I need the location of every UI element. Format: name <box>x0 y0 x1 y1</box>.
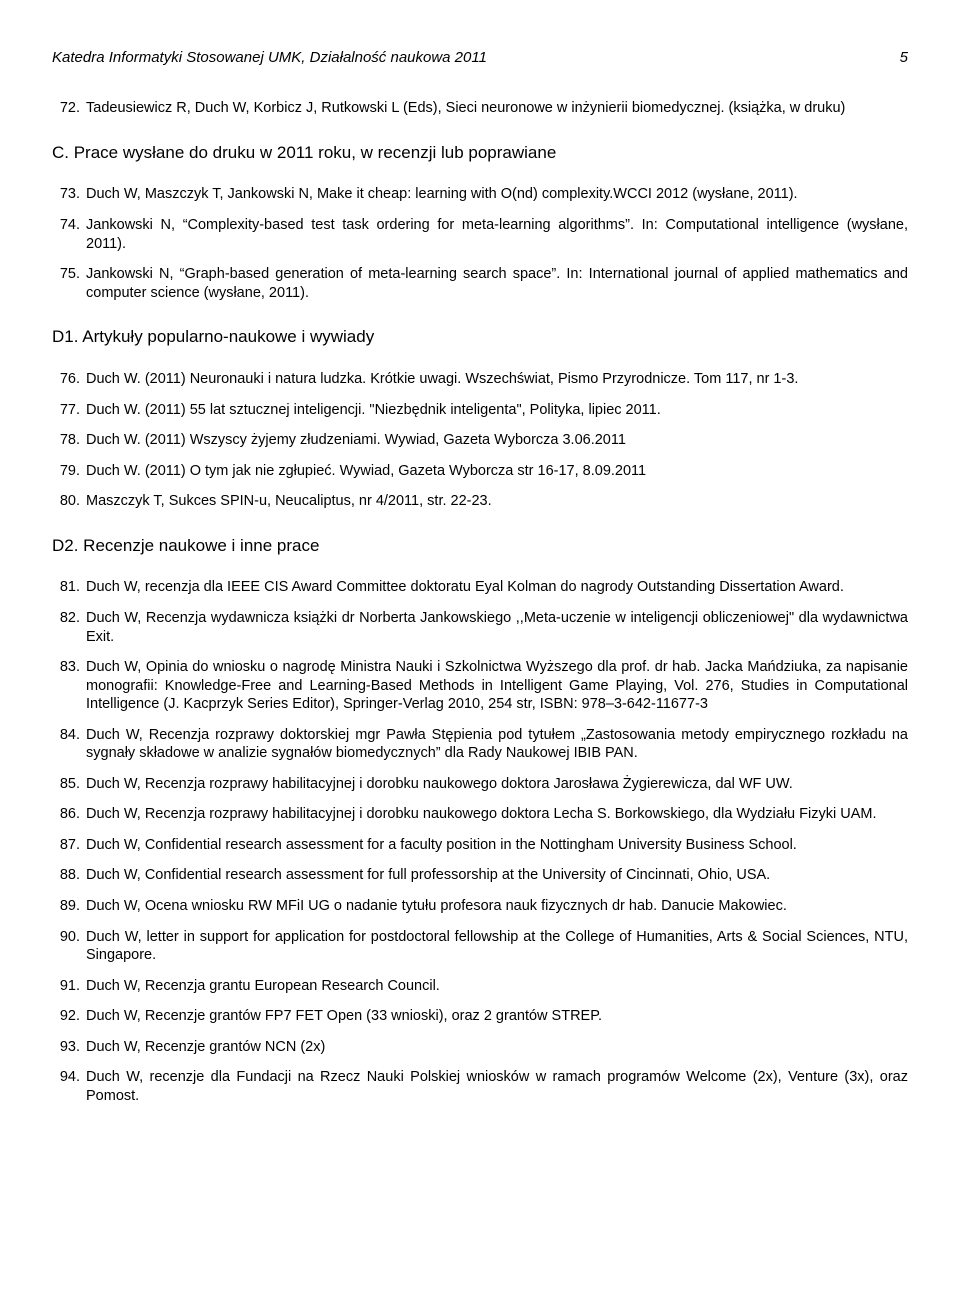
reference-number: 81. <box>52 578 86 597</box>
reference-item: 90.Duch W, letter in support for applica… <box>52 928 908 965</box>
reference-number: 75. <box>52 265 86 302</box>
reference-number: 88. <box>52 866 86 885</box>
reference-text: Duch W, Recenzje grantów NCN (2x) <box>86 1038 908 1057</box>
reference-number: 73. <box>52 185 86 204</box>
reference-text: Duch W, recenzja dla IEEE CIS Award Comm… <box>86 578 908 597</box>
reference-text: Duch W, Recenzja grantu European Researc… <box>86 977 908 996</box>
reference-text: Duch W, Opinia do wniosku o nagrodę Mini… <box>86 658 908 714</box>
reference-number: 93. <box>52 1038 86 1057</box>
reference-number: 90. <box>52 928 86 965</box>
reference-item: 76.Duch W. (2011) Neuronauki i natura lu… <box>52 370 908 389</box>
reference-text: Duch W, Recenzja rozprawy habilitacyjnej… <box>86 775 908 794</box>
reference-text: Duch W, Confidential research assessment… <box>86 866 908 885</box>
reference-item: 72.Tadeusiewicz R, Duch W, Korbicz J, Ru… <box>52 99 908 118</box>
reference-item: 77.Duch W. (2011) 55 lat sztucznej intel… <box>52 401 908 420</box>
reference-text: Duch W. (2011) Neuronauki i natura ludzk… <box>86 370 908 389</box>
reference-text: Duch W, letter in support for applicatio… <box>86 928 908 965</box>
reference-number: 77. <box>52 401 86 420</box>
reference-text: Duch W, Ocena wniosku RW MFiI UG o nadan… <box>86 897 908 916</box>
reference-list-d1: 76.Duch W. (2011) Neuronauki i natura lu… <box>52 370 908 511</box>
reference-number: 83. <box>52 658 86 714</box>
reference-text: Maszczyk T, Sukces SPIN-u, Neucaliptus, … <box>86 492 908 511</box>
reference-item: 79.Duch W. (2011) O tym jak nie zgłupieć… <box>52 462 908 481</box>
reference-text: Duch W. (2011) Wszyscy żyjemy złudzeniam… <box>86 431 908 450</box>
reference-number: 79. <box>52 462 86 481</box>
reference-item: 93.Duch W, Recenzje grantów NCN (2x) <box>52 1038 908 1057</box>
reference-item: 83.Duch W, Opinia do wniosku o nagrodę M… <box>52 658 908 714</box>
reference-item: 75.Jankowski N, “Graph-based generation … <box>52 265 908 302</box>
reference-item: 80.Maszczyk T, Sukces SPIN-u, Neucaliptu… <box>52 492 908 511</box>
reference-item: 74.Jankowski N, “Complexity-based test t… <box>52 216 908 253</box>
reference-number: 72. <box>52 99 86 118</box>
reference-number: 78. <box>52 431 86 450</box>
reference-item: 81.Duch W, recenzja dla IEEE CIS Award C… <box>52 578 908 597</box>
reference-item: 91.Duch W, Recenzja grantu European Rese… <box>52 977 908 996</box>
section-heading-d2: D2. Recenzje naukowe i inne prace <box>52 535 908 557</box>
reference-number: 76. <box>52 370 86 389</box>
reference-number: 86. <box>52 805 86 824</box>
reference-number: 80. <box>52 492 86 511</box>
reference-item: 78.Duch W. (2011) Wszyscy żyjemy złudzen… <box>52 431 908 450</box>
header-page-number: 5 <box>900 48 908 67</box>
reference-text: Duch W. (2011) O tym jak nie zgłupieć. W… <box>86 462 908 481</box>
reference-item: 88.Duch W, Confidential research assessm… <box>52 866 908 885</box>
reference-item: 85.Duch W, Recenzja rozprawy habilitacyj… <box>52 775 908 794</box>
section-heading-c: C. Prace wysłane do druku w 2011 roku, w… <box>52 142 908 164</box>
reference-number: 85. <box>52 775 86 794</box>
reference-text: Duch W, Maszczyk T, Jankowski N, Make it… <box>86 185 908 204</box>
reference-item: 82.Duch W, Recenzja wydawnicza książki d… <box>52 609 908 646</box>
reference-text: Jankowski N, “Complexity-based test task… <box>86 216 908 253</box>
reference-text: Duch W, Recenzje grantów FP7 FET Open (3… <box>86 1007 908 1026</box>
section-heading-d1: D1. Artykuły popularno-naukowe i wywiady <box>52 326 908 348</box>
reference-item: 73.Duch W, Maszczyk T, Jankowski N, Make… <box>52 185 908 204</box>
reference-list-d2: 81.Duch W, recenzja dla IEEE CIS Award C… <box>52 578 908 1105</box>
reference-item: 92.Duch W, Recenzje grantów FP7 FET Open… <box>52 1007 908 1026</box>
reference-number: 82. <box>52 609 86 646</box>
reference-text: Tadeusiewicz R, Duch W, Korbicz J, Rutko… <box>86 99 908 118</box>
reference-number: 84. <box>52 726 86 763</box>
reference-text: Duch W, recenzje dla Fundacji na Rzecz N… <box>86 1068 908 1105</box>
reference-list-c: 73.Duch W, Maszczyk T, Jankowski N, Make… <box>52 185 908 302</box>
reference-number: 89. <box>52 897 86 916</box>
reference-item: 87.Duch W, Confidential research assessm… <box>52 836 908 855</box>
reference-text: Jankowski N, “Graph-based generation of … <box>86 265 908 302</box>
reference-number: 74. <box>52 216 86 253</box>
reference-number: 91. <box>52 977 86 996</box>
reference-item: 84.Duch W, Recenzja rozprawy doktorskiej… <box>52 726 908 763</box>
reference-list-a: 72.Tadeusiewicz R, Duch W, Korbicz J, Ru… <box>52 99 908 118</box>
reference-number: 92. <box>52 1007 86 1026</box>
reference-text: Duch W. (2011) 55 lat sztucznej intelige… <box>86 401 908 420</box>
header-left: Katedra Informatyki Stosowanej UMK, Dzia… <box>52 48 487 67</box>
reference-item: 89.Duch W, Ocena wniosku RW MFiI UG o na… <box>52 897 908 916</box>
reference-item: 94.Duch W, recenzje dla Fundacji na Rzec… <box>52 1068 908 1105</box>
reference-number: 87. <box>52 836 86 855</box>
reference-text: Duch W, Recenzja wydawnicza książki dr N… <box>86 609 908 646</box>
reference-number: 94. <box>52 1068 86 1105</box>
reference-item: 86.Duch W, Recenzja rozprawy habilitacyj… <box>52 805 908 824</box>
reference-text: Duch W, Recenzja rozprawy habilitacyjnej… <box>86 805 908 824</box>
page-header: Katedra Informatyki Stosowanej UMK, Dzia… <box>52 48 908 67</box>
reference-text: Duch W, Recenzja rozprawy doktorskiej mg… <box>86 726 908 763</box>
reference-text: Duch W, Confidential research assessment… <box>86 836 908 855</box>
